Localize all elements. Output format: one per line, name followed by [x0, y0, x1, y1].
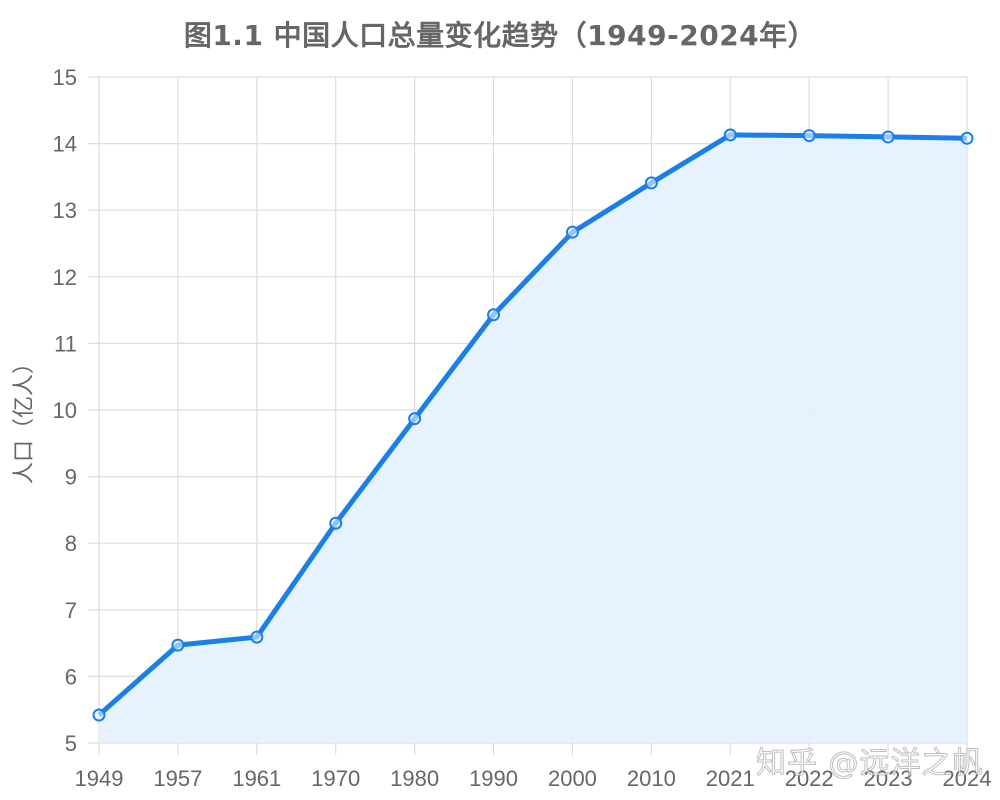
data-point[interactable]: [487, 308, 501, 322]
data-points: [92, 128, 974, 722]
area-fill: [99, 134, 967, 743]
x-tick-label: 1949: [75, 766, 124, 791]
x-tick-label: 1961: [232, 766, 281, 791]
x-tick-label: 2024: [943, 766, 992, 791]
data-point[interactable]: [250, 630, 264, 644]
x-tick-label: 2023: [864, 766, 913, 791]
data-point[interactable]: [329, 516, 343, 530]
data-point[interactable]: [723, 128, 737, 142]
data-point[interactable]: [802, 129, 816, 143]
watermark: 知乎 @远洋之帆: [756, 746, 984, 782]
data-point[interactable]: [408, 412, 422, 426]
x-tick-label: 1957: [153, 766, 202, 791]
y-tick-label: 10: [53, 398, 77, 423]
y-tick-label: 11: [54, 331, 77, 356]
y-tick-label: 15: [53, 65, 77, 90]
data-point[interactable]: [644, 176, 658, 190]
y-tick-label: 14: [53, 132, 77, 157]
data-point[interactable]: [92, 708, 106, 722]
x-axis-ticks: 1949 1957 1961 1970 1980 1990 2000 2010 2021 2022…: [75, 766, 992, 791]
y-tick-label: 8: [65, 531, 77, 556]
y-tick-label: 13: [53, 198, 77, 223]
y-axis-ticks: 5 6 7 8 9 10 11 12 13 14 15: [53, 65, 77, 756]
y-tick-label: 9: [65, 465, 77, 490]
y-tick-label: 7: [65, 598, 77, 623]
y-tick-label: 12: [53, 265, 77, 290]
data-point[interactable]: [565, 225, 579, 239]
data-point[interactable]: [960, 131, 974, 145]
x-tick-label: 2000: [548, 766, 597, 791]
data-point[interactable]: [171, 638, 185, 652]
chart-title: 图1.1 中国人口总量变化趋势（1949-2024年）: [183, 19, 817, 52]
x-tick-label: 2022: [785, 766, 834, 791]
y-tick-label: 6: [65, 664, 77, 689]
y-tick-label: 5: [65, 731, 77, 756]
x-tick-label: 1970: [311, 766, 360, 791]
x-tick-label: 1990: [469, 766, 518, 791]
x-tick-label: 2010: [627, 766, 676, 791]
x-tick-label: 1980: [390, 766, 439, 791]
x-tick-label: 2021: [706, 766, 755, 791]
data-line: [97, 132, 968, 717]
data-point[interactable]: [881, 130, 895, 144]
